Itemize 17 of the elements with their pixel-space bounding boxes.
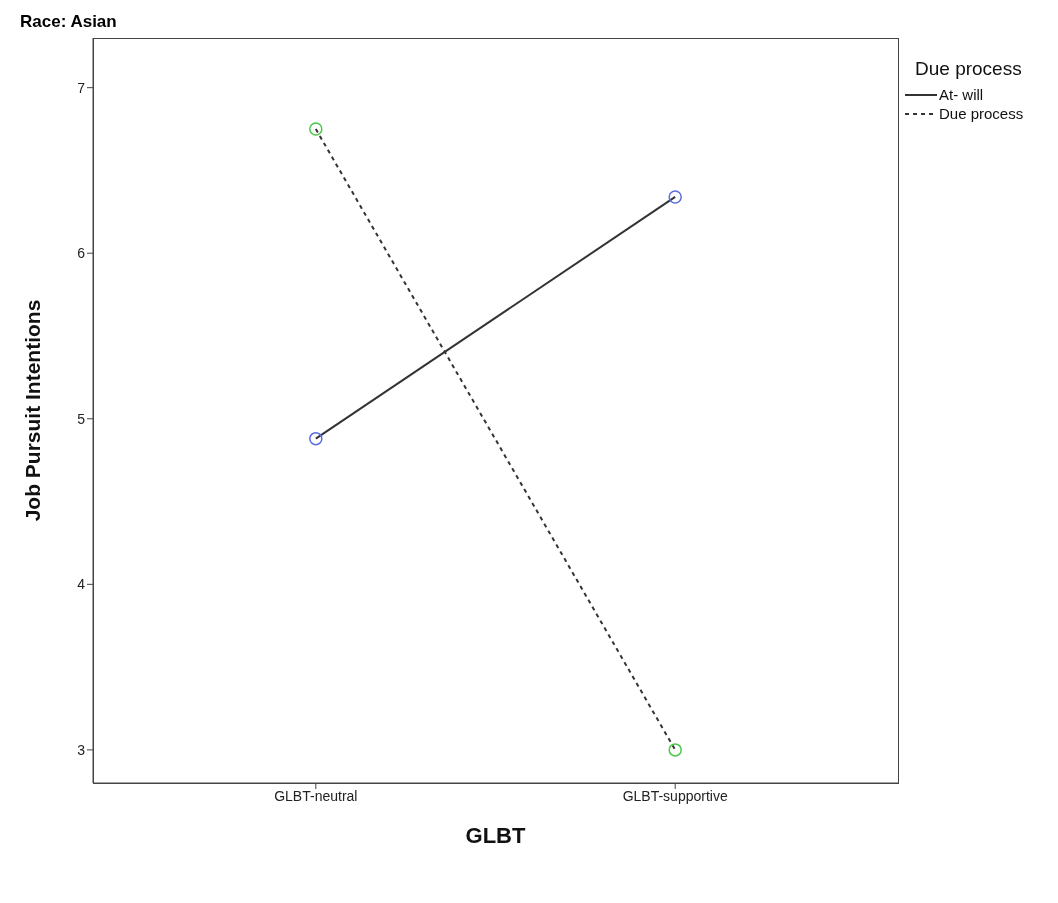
y-tick-label: 3 (77, 741, 86, 758)
x-tick-label: GLBT-neutral (274, 787, 358, 804)
y-tick-label: 7 (77, 79, 86, 96)
y-axis-title: Job Pursuit Intentions (21, 299, 45, 522)
x-tick-label: GLBT-supportive (622, 787, 728, 804)
y-tick-label: 4 (77, 576, 86, 593)
point (668, 190, 682, 204)
legend-label: At- will (939, 86, 984, 103)
y-tick-label: 5 (77, 410, 86, 427)
chart-title: Race: Asian (20, 12, 117, 32)
x-axis-title: GLBT (465, 823, 526, 848)
y-tick-label: 6 (77, 245, 86, 262)
legend-label: Due process (939, 105, 1024, 122)
legend-title: Due process (914, 58, 1023, 80)
point (309, 431, 323, 446)
point (668, 743, 682, 757)
point (309, 122, 323, 136)
